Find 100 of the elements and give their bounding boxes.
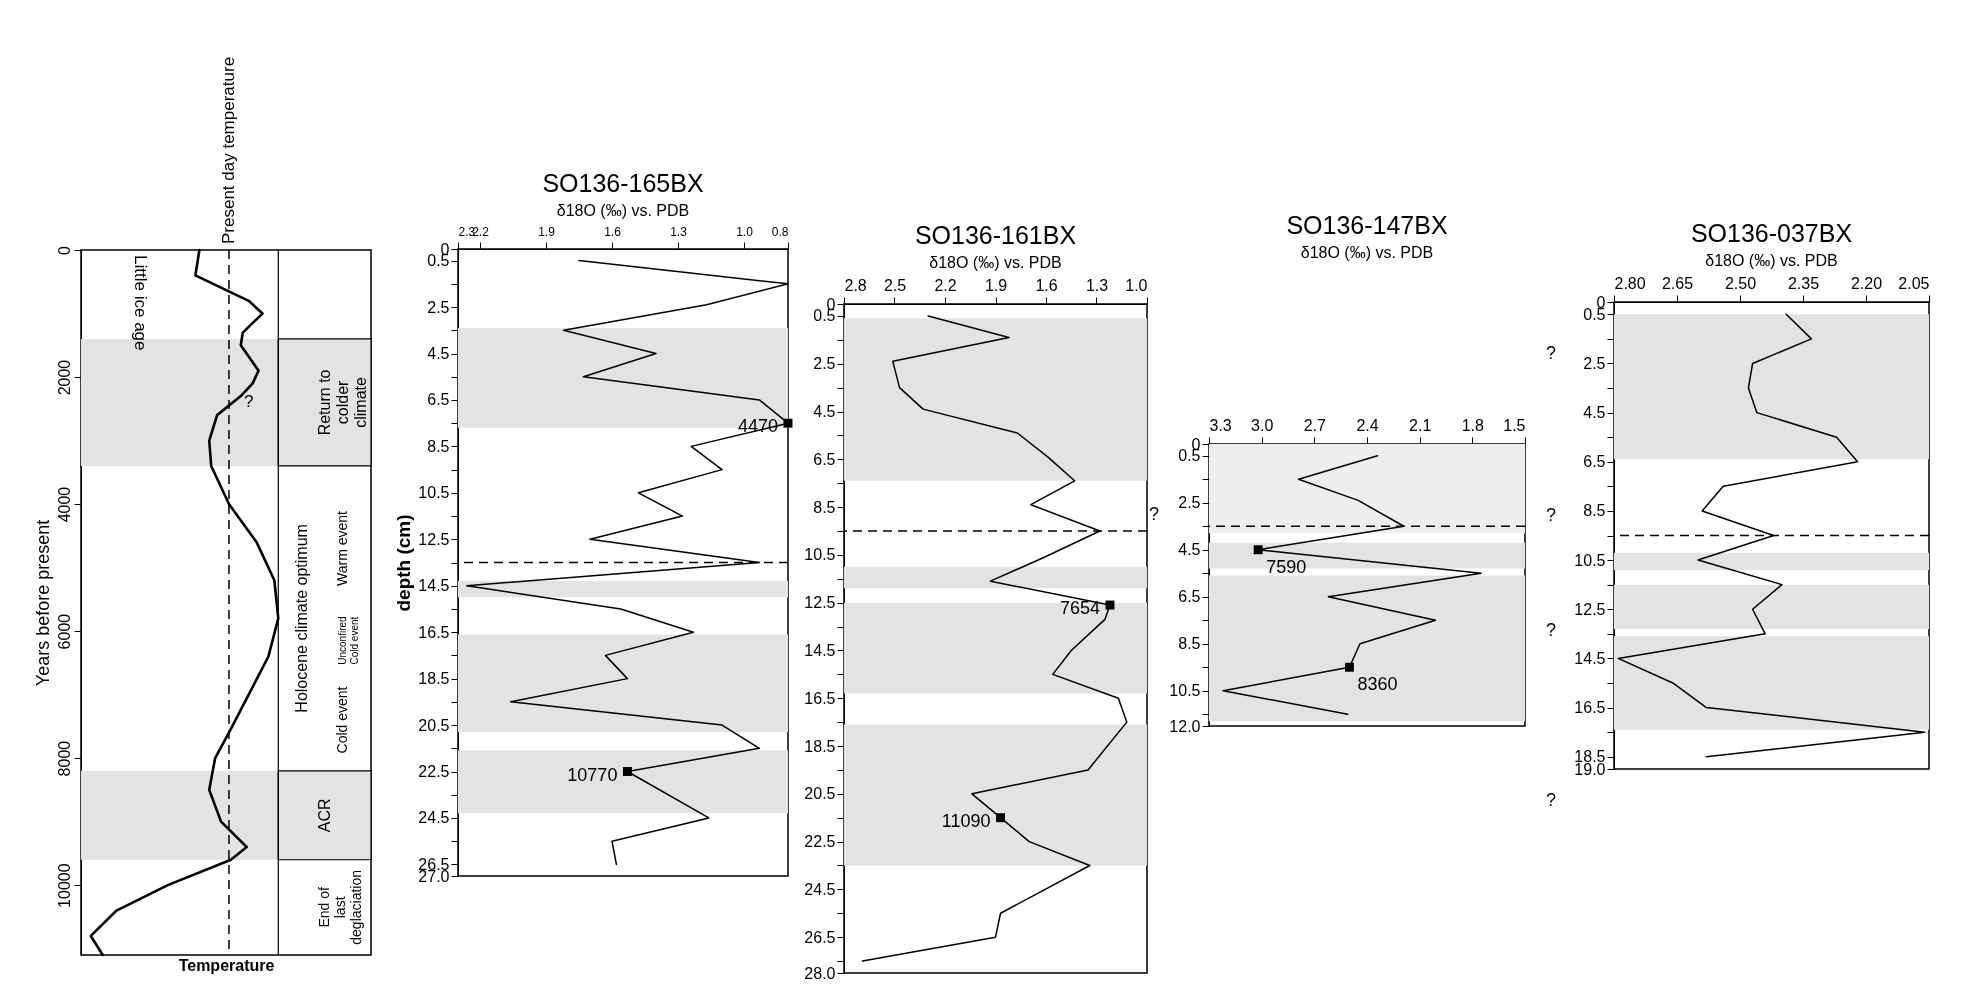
annotation: Little ice age bbox=[131, 255, 151, 351]
x-tick-label: 3.3 bbox=[1209, 416, 1232, 434]
x-tick-label: 2.20 bbox=[1850, 274, 1883, 292]
y-tick-label: 18.5 bbox=[804, 737, 836, 755]
y-tick-label: 14.5 bbox=[1574, 649, 1606, 667]
y-tick-label: 22.5 bbox=[804, 833, 836, 851]
x-tick-label: 0.8 bbox=[771, 224, 789, 239]
y-tick-label: 26.5 bbox=[804, 928, 836, 946]
y-tick-label: 4.5 bbox=[1583, 404, 1606, 422]
x-tick-label: 1.3 bbox=[670, 224, 688, 239]
y-tick-label: 24.5 bbox=[418, 809, 450, 827]
annotation: ? bbox=[243, 392, 254, 412]
y-tick-label: 12.5 bbox=[804, 594, 836, 612]
annotation: 7654 bbox=[1059, 598, 1100, 619]
text: ? bbox=[1545, 790, 1556, 810]
chart-title: SO136-161BX bbox=[914, 221, 1077, 249]
y-tick-label: 10.5 bbox=[418, 484, 450, 502]
x-tick-label: 1.0 bbox=[736, 224, 754, 239]
y-tick-label: 8.5 bbox=[427, 437, 450, 455]
band-label: ACR bbox=[315, 798, 333, 833]
y-tick-label: 16.5 bbox=[418, 623, 450, 641]
y-tick-label: 12.0 bbox=[1169, 717, 1201, 735]
x-tick-label: 2.65 bbox=[1661, 274, 1694, 292]
y-tick-label: 2.5 bbox=[1583, 354, 1606, 372]
y-tick-label: 2.5 bbox=[813, 355, 836, 373]
x-tick-label: 1.8 bbox=[1461, 416, 1485, 434]
x-axis-title: Temperature bbox=[178, 956, 275, 974]
y-tick-label: 16.5 bbox=[1574, 699, 1606, 717]
y-tick-label: 6.5 bbox=[1178, 588, 1201, 606]
text: ? bbox=[1148, 503, 1159, 524]
chart-title: SO136-165BX bbox=[542, 169, 704, 197]
y-tick-label: 22.5 bbox=[418, 763, 450, 780]
chart-subtitle: δ18O (‰) vs. PDB bbox=[1705, 252, 1838, 269]
text: Unconfired Cold event bbox=[337, 616, 361, 665]
x-tick-label: 2.05 bbox=[1898, 274, 1930, 292]
x-tick-label: 1.5 bbox=[1503, 416, 1526, 434]
annotation: 11090 bbox=[941, 810, 991, 831]
x-tick-label: 3.0 bbox=[1251, 416, 1274, 434]
y-tick-label: 28.0 bbox=[804, 964, 836, 982]
y-tick-label: 8.5 bbox=[813, 498, 836, 516]
y-tick-label: 4.5 bbox=[813, 403, 836, 421]
y-tick-label: 4.5 bbox=[1178, 541, 1201, 559]
ref-line-label: Present day temperature bbox=[218, 56, 238, 244]
y-tick-label: 18.5 bbox=[418, 670, 450, 688]
y-tick-label: 24.5 bbox=[804, 880, 836, 898]
y-tick-label: 0 bbox=[55, 245, 73, 255]
y-tick-label: 8.5 bbox=[1583, 502, 1606, 520]
y-tick-label: 6000 bbox=[55, 613, 73, 650]
y-tick-label: 10.5 bbox=[804, 546, 836, 564]
x-tick-label: 2.80 bbox=[1614, 274, 1646, 292]
y-tick-label: 12.5 bbox=[1574, 600, 1606, 618]
y-axis-title: depth (cm) bbox=[393, 514, 415, 612]
band-label: Return to colder climate bbox=[315, 369, 369, 436]
chart-subtitle: δ18O (‰) vs. PDB bbox=[929, 254, 1062, 271]
y-tick-label: 4000 bbox=[55, 486, 73, 523]
chart-subtitle: δ18O (‰) vs. PDB bbox=[556, 202, 690, 219]
x-tick-label: 1.0 bbox=[1125, 276, 1148, 294]
x-tick-label: 1.6 bbox=[604, 224, 622, 239]
y-tick-label: 4.5 bbox=[427, 345, 450, 362]
x-tick-label: 2.50 bbox=[1724, 274, 1757, 292]
x-tick-label: 2.7 bbox=[1303, 416, 1327, 434]
text: Holocene climate optimum bbox=[292, 524, 310, 713]
text: ? bbox=[1545, 342, 1556, 363]
y-tick-label: 20.5 bbox=[804, 785, 836, 803]
y-tick-label: 2.5 bbox=[427, 298, 450, 316]
x-tick-label: 2.1 bbox=[1409, 416, 1432, 434]
y-tick-label: 10.5 bbox=[1574, 551, 1606, 569]
x-tick-label: 1.3 bbox=[1085, 276, 1109, 294]
y-tick-label: 6.5 bbox=[1583, 453, 1606, 471]
y-tick-label: 6.5 bbox=[813, 450, 836, 468]
y-tick-label: 16.5 bbox=[804, 689, 836, 707]
x-tick-label: 2.35 bbox=[1787, 274, 1820, 292]
y-tick-label: 12.5 bbox=[418, 530, 450, 548]
y-tick-label: 6.5 bbox=[427, 391, 450, 409]
chart-title: SO136-147BX bbox=[1286, 211, 1448, 239]
text: ? bbox=[1545, 504, 1556, 525]
y-tick-label: 2000 bbox=[55, 359, 73, 396]
text: ? bbox=[1545, 620, 1556, 641]
text: Warm event bbox=[334, 510, 351, 586]
x-tick-label: 1.9 bbox=[984, 276, 1008, 294]
annotation: 8360 bbox=[1357, 674, 1398, 695]
y-tick-label: 2.5 bbox=[1178, 494, 1201, 512]
x-tick-label: 1.9 bbox=[538, 224, 556, 239]
y-tick-label: 14.5 bbox=[804, 641, 836, 659]
y-tick-label: 14.5 bbox=[418, 577, 450, 595]
x-tick-label: 2.5 bbox=[883, 276, 907, 294]
x-tick-label: 2.8 bbox=[844, 276, 867, 294]
y-tick-label: 10000 bbox=[55, 863, 73, 908]
y-axis-title: Years before present bbox=[32, 519, 53, 687]
x-tick-label: 2.4 bbox=[1356, 416, 1379, 434]
x-tick-label: 1.6 bbox=[1035, 276, 1058, 294]
y-tick-label: 20.5 bbox=[418, 716, 450, 734]
text: End of last deglaciation bbox=[315, 870, 364, 945]
y-tick-label: 8.5 bbox=[1178, 635, 1201, 653]
chart-subtitle: δ18O (‰) vs. PDB bbox=[1300, 244, 1434, 261]
annotation: 7590 bbox=[1266, 556, 1307, 577]
chart-title: SO136-037BX bbox=[1690, 219, 1853, 247]
x-tick-label: 2.2 bbox=[934, 276, 957, 294]
annotation: 10770 bbox=[567, 764, 618, 785]
text: Cold event bbox=[334, 686, 351, 754]
